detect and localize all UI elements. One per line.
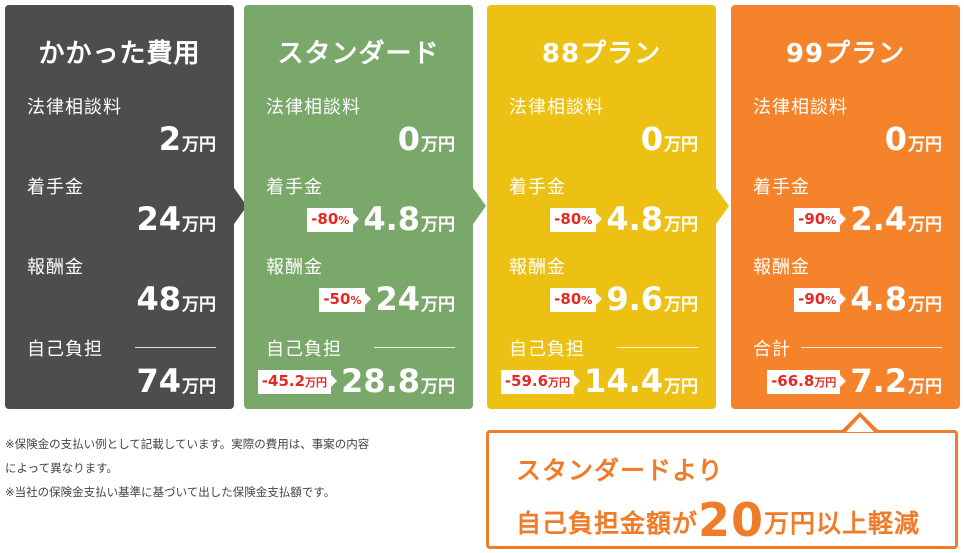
row-label: 法律相談料 (509, 93, 604, 119)
arrow-right-icon (473, 188, 486, 224)
discount-badge: -50% (319, 288, 365, 312)
card-title: 88プラン (487, 33, 716, 70)
row-success-fee: 報酬金 -50% 24万円 (244, 253, 473, 333)
footnotes: ※保険金の支払い例として記載しています。実際の費用は、事案の内容 によって異なり… (5, 432, 475, 504)
row-success-fee: 報酬金 -90% 4.8万円 (731, 253, 960, 333)
row-label: 報酬金 (266, 253, 323, 279)
row-label: 報酬金 (753, 253, 810, 279)
card-title: 99プラン (731, 33, 960, 70)
card-88-plan: 88プラン 法律相談料 0万円 着手金 -80% 4.8万円 報酬金 -80% 9.… (487, 5, 716, 409)
row-consultation-fee: 法律相談料 0万円 (244, 93, 473, 173)
arrow-right-icon (716, 188, 729, 224)
footnote-line: によって異なります。 (5, 456, 475, 480)
row-value: 24万円 (136, 199, 216, 245)
row-retainer-fee: 着手金 -80% 4.8万円 (244, 173, 473, 253)
row-label: 法律相談料 (27, 93, 122, 119)
row-success-fee: 報酬金 -80% 9.6万円 (487, 253, 716, 333)
divider (135, 347, 216, 348)
row-total: 合計 -66.8万円 7.2万円 (731, 335, 960, 415)
row-value: 0万円 (641, 119, 698, 165)
discount-badge: -90% (794, 208, 840, 232)
row-retainer-fee: 着手金 24万円 (5, 173, 234, 253)
discount-badge: -45.2万円 (258, 370, 331, 394)
discount-badge: -80% (307, 208, 353, 232)
row-value: -59.6万円 14.4万円 (501, 361, 698, 407)
row-consultation-fee: 法律相談料 0万円 (731, 93, 960, 173)
row-value: 2万円 (159, 119, 216, 165)
row-label: 着手金 (266, 173, 323, 199)
row-label: 着手金 (27, 173, 84, 199)
row-retainer-fee: 着手金 -90% 2.4万円 (731, 173, 960, 253)
card-title: スタンダード (244, 33, 473, 70)
savings-callout: スタンダードより 自己負担金額が20万円以上軽減 (486, 430, 958, 549)
row-label: 着手金 (753, 173, 810, 199)
row-value: -66.8万円 7.2万円 (767, 361, 942, 407)
row-value: 0万円 (398, 119, 455, 165)
row-label: 着手金 (509, 173, 566, 199)
row-label: 報酬金 (509, 253, 566, 279)
row-label: 法律相談料 (266, 93, 361, 119)
card-title: かかった費用 (5, 33, 234, 70)
row-value: -45.2万円 28.8万円 (258, 361, 455, 407)
row-self-pay: 自己負担 -59.6万円 14.4万円 (487, 335, 716, 415)
row-value: 48万円 (136, 279, 216, 325)
row-consultation-fee: 法律相談料 2万円 (5, 93, 234, 173)
callout-line1: スタンダードより (516, 451, 724, 487)
row-label: 自己負担 (509, 335, 585, 361)
row-value: 0万円 (885, 119, 942, 165)
callout-line2: 自己負担金額が20万円以上軽減 (516, 493, 920, 547)
footnote-line: ※保険金の支払い例として記載しています。実際の費用は、事案の内容 (5, 432, 475, 456)
row-value: -80% 4.8万円 (550, 199, 698, 245)
row-self-pay: 自己負担 74万円 (5, 335, 234, 415)
divider (801, 347, 942, 348)
row-label: 自己負担 (27, 335, 103, 361)
card-99-plan: 99プラン 法律相談料 0万円 着手金 -90% 2.4万円 報酬金 -90% 4.… (731, 5, 960, 409)
card-standard: スタンダード 法律相談料 0万円 着手金 -80% 4.8万円 報酬金 -50% 2… (244, 5, 473, 409)
divider (617, 347, 698, 348)
footnote-line: ※当社の保険金支払い基準に基づいて出した保険金支払額です。 (5, 480, 475, 504)
row-retainer-fee: 着手金 -80% 4.8万円 (487, 173, 716, 253)
discount-badge: -90% (794, 288, 840, 312)
row-self-pay: 自己負担 -45.2万円 28.8万円 (244, 335, 473, 415)
row-label: 自己負担 (266, 335, 342, 361)
card-actual-cost: かかった費用 法律相談料 2万円 着手金 24万円 報酬金 48万円 自己負担 … (5, 5, 234, 409)
row-consultation-fee: 法律相談料 0万円 (487, 93, 716, 173)
row-value: -90% 2.4万円 (794, 199, 942, 245)
row-label: 報酬金 (27, 253, 84, 279)
divider (374, 347, 455, 348)
row-label: 法律相談料 (753, 93, 848, 119)
row-value: 74万円 (136, 361, 216, 407)
discount-badge: -59.6万円 (501, 370, 574, 394)
discount-badge: -66.8万円 (767, 370, 840, 394)
discount-badge: -80% (550, 288, 596, 312)
discount-badge: -80% (550, 208, 596, 232)
row-value: -80% 9.6万円 (550, 279, 698, 325)
row-value: -90% 4.8万円 (794, 279, 942, 325)
row-value: -80% 4.8万円 (307, 199, 455, 245)
callout-highlight: 20 (698, 493, 764, 547)
row-value: -50% 24万円 (319, 279, 455, 325)
row-success-fee: 報酬金 48万円 (5, 253, 234, 333)
row-label: 合計 (753, 335, 791, 361)
